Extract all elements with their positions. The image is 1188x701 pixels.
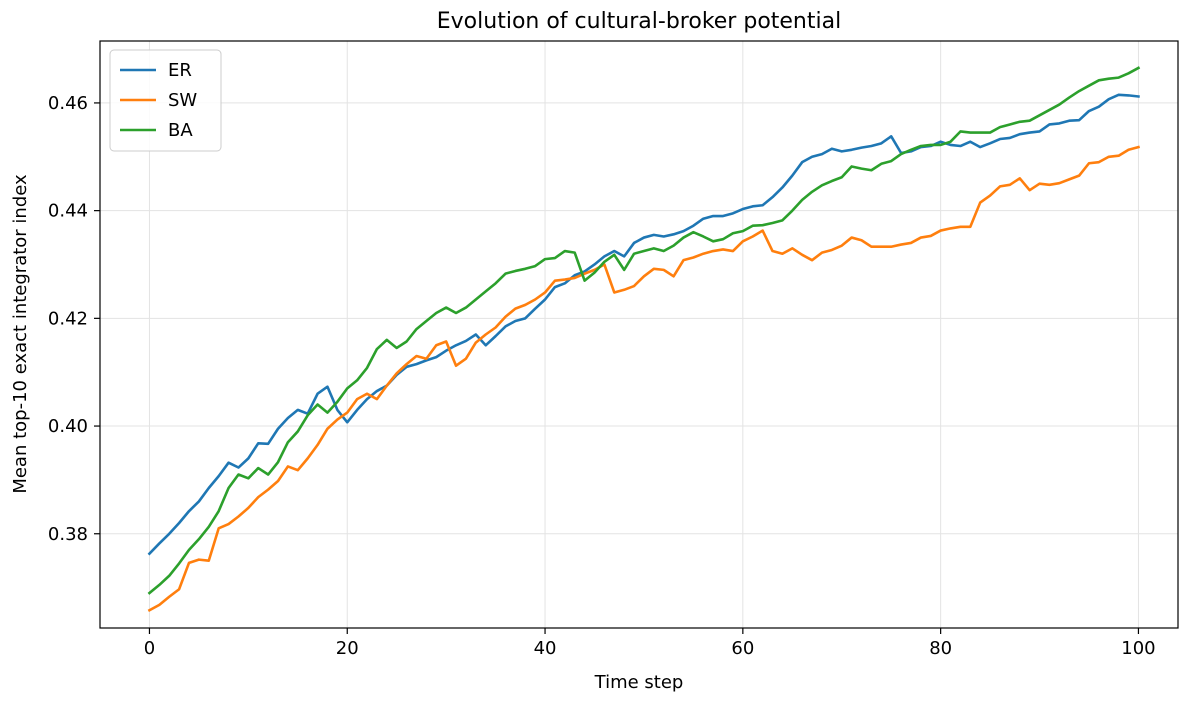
series-line-er [147,93,1140,556]
x-tick-label: 100 [1121,638,1155,659]
x-tick-label: 60 [731,638,754,659]
legend-label-er: ER [168,60,192,81]
legend-box [109,49,222,152]
legend-label-sw: SW [168,90,197,111]
chart-title: Evolution of cultural-broker potential [437,9,841,34]
x-tick-label: 0 [144,638,155,659]
plot-area-frame [99,40,1179,629]
series-line-sw [147,145,1141,612]
legend-label-ba: BA [168,120,193,141]
x-tick-label: 20 [336,638,359,659]
axis-ticks: 0 20 40 60 80 100 0.38 0.40 0.42 0.44 0.46 [48,93,1156,659]
y-tick-label: 0.44 [48,201,88,222]
y-axis-label: Mean top-10 exact integrator index [10,174,31,494]
legend: ER SW BA [109,49,222,152]
y-tick-label: 0.42 [48,308,88,329]
x-tick-label: 40 [534,638,557,659]
x-tick-label: 80 [929,638,952,659]
series-line-ba [147,66,1141,595]
y-tick-label: 0.40 [48,416,88,437]
series-lines [147,66,1141,612]
y-tick-label: 0.46 [48,93,88,114]
x-axis-label: Time step [594,672,684,693]
y-tick-label: 0.38 [48,524,88,545]
